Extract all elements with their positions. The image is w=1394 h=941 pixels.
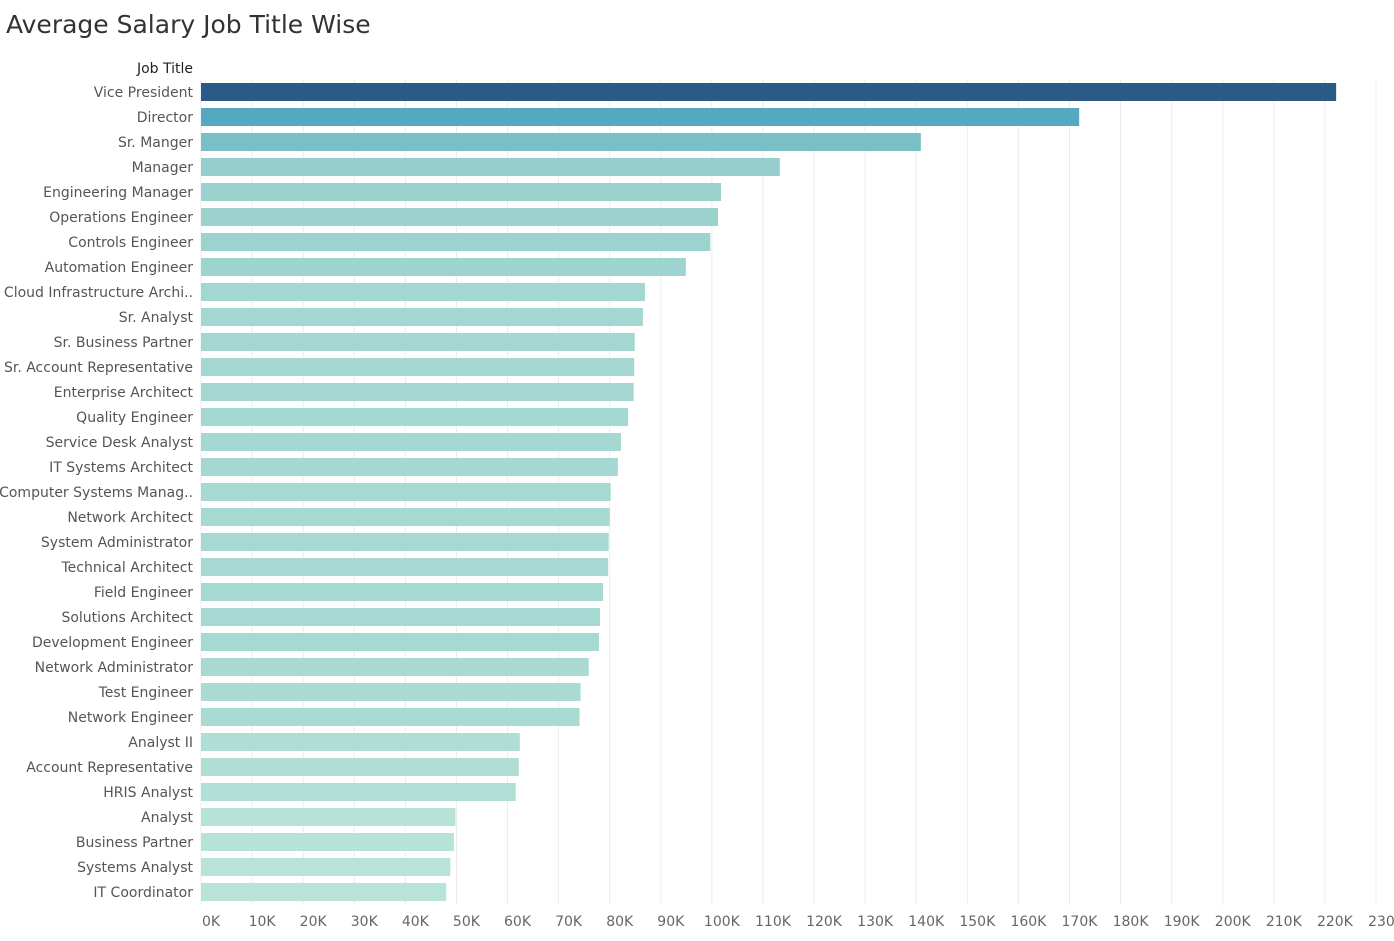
bar[interactable] (201, 133, 921, 151)
category-label: Manager (132, 160, 194, 176)
bar-layer (201, 83, 1337, 901)
bar[interactable] (201, 208, 718, 226)
bar[interactable] (201, 558, 609, 576)
bar[interactable] (201, 808, 456, 826)
x-tick-label: 80K (606, 914, 634, 930)
x-tick-label: 120K (806, 914, 843, 930)
bar[interactable] (201, 883, 447, 901)
category-label: Operations Engineer (49, 210, 193, 226)
x-tick-label: 70K (555, 914, 583, 930)
category-label: Systems Analyst (77, 860, 193, 876)
bar[interactable] (201, 858, 451, 876)
bar[interactable] (201, 308, 643, 326)
category-label: Enterprise Architect (54, 385, 194, 401)
category-label: Sr. Analyst (119, 310, 194, 326)
x-tick-label: 90K (657, 914, 685, 930)
x-tick-label: 40K (402, 914, 430, 930)
row-header: Job Title (136, 61, 193, 77)
bar[interactable] (201, 683, 581, 701)
category-label: Test Engineer (98, 685, 194, 701)
bar[interactable] (201, 833, 454, 851)
category-label: Engineering Manager (43, 185, 193, 201)
bar[interactable] (201, 408, 629, 426)
bar[interactable] (201, 283, 645, 301)
x-tick-label: 200K (1215, 914, 1252, 930)
category-label: Sr. Manger (118, 135, 193, 151)
bar[interactable] (201, 433, 621, 451)
category-label: Vice President (94, 85, 194, 101)
x-tick-label: 180K (1113, 914, 1150, 930)
category-label: Cloud Infrastructure Archi.. (4, 285, 193, 301)
bar[interactable] (201, 458, 618, 476)
bar[interactable] (201, 758, 519, 776)
category-label: IT Systems Architect (49, 460, 193, 476)
bar[interactable] (201, 233, 711, 251)
category-label: Automation Engineer (45, 260, 194, 276)
category-label: Network Architect (67, 510, 193, 526)
x-tick-label: 20K (300, 914, 328, 930)
bar[interactable] (201, 108, 1080, 126)
bar[interactable] (201, 83, 1337, 101)
bar[interactable] (201, 533, 609, 551)
x-tick-label: 230K (1368, 914, 1394, 930)
bar[interactable] (201, 708, 580, 726)
category-label: Sr. Account Representative (4, 360, 193, 376)
category-label: Quality Engineer (76, 410, 193, 426)
category-label: Director (137, 110, 193, 126)
chart-title: Average Salary Job Title Wise (6, 10, 371, 39)
bar[interactable] (201, 358, 635, 376)
category-labels: Vice President Director Sr. Manger Manager E… (0, 85, 194, 901)
bar[interactable] (201, 383, 634, 401)
bar[interactable] (201, 508, 610, 526)
x-tick-label: 30K (351, 914, 379, 930)
category-label: Network Engineer (68, 710, 193, 726)
x-tick-label: 50K (453, 914, 481, 930)
category-label: Network Administrator (35, 660, 194, 676)
category-label: IT Coordinator (93, 885, 193, 901)
category-label: HRIS Analyst (103, 785, 193, 801)
category-label: Sr. Business Partner (54, 335, 194, 351)
x-tick-label: 0K (202, 914, 221, 930)
category-label: Field Engineer (94, 585, 193, 601)
bar[interactable] (201, 783, 516, 801)
bar[interactable] (201, 333, 635, 351)
x-tick-label: 60K (504, 914, 532, 930)
bar[interactable] (201, 658, 589, 676)
x-tick-label: 160K (1010, 914, 1047, 930)
bar[interactable] (201, 583, 604, 601)
category-label: Controls Engineer (68, 235, 193, 251)
x-axis: 0K 10K 20K 30K 40K 50K 60K 70K 80K 90K 100K 110K 120… (202, 914, 1394, 930)
bar[interactable] (201, 608, 600, 626)
x-tick-label: 130K (857, 914, 894, 930)
category-label: System Administrator (41, 535, 193, 551)
bar[interactable] (201, 258, 686, 276)
bar[interactable] (201, 158, 780, 176)
x-tick-label: 170K (1062, 914, 1099, 930)
category-label: Account Representative (26, 760, 193, 776)
x-tick-label: 220K (1317, 914, 1354, 930)
x-tick-label: 190K (1164, 914, 1201, 930)
x-tick-label: 140K (908, 914, 945, 930)
category-label: Analyst II (128, 735, 193, 751)
bar[interactable] (201, 733, 520, 751)
x-tick-label: 110K (755, 914, 792, 930)
bar[interactable] (201, 633, 599, 651)
category-label: Solutions Architect (61, 610, 193, 626)
x-tick-label: 150K (959, 914, 996, 930)
category-label: Technical Architect (60, 560, 193, 576)
category-label: Service Desk Analyst (46, 435, 194, 451)
category-label: Analyst (141, 810, 193, 826)
category-label: Development Engineer (32, 635, 193, 651)
bar[interactable] (201, 183, 722, 201)
category-label: Business Partner (76, 835, 193, 851)
x-tick-label: 210K (1266, 914, 1303, 930)
category-label: Computer Systems Manag.. (0, 485, 193, 501)
x-tick-label: 10K (249, 914, 277, 930)
bar[interactable] (201, 483, 611, 501)
x-tick-label: 100K (704, 914, 741, 930)
